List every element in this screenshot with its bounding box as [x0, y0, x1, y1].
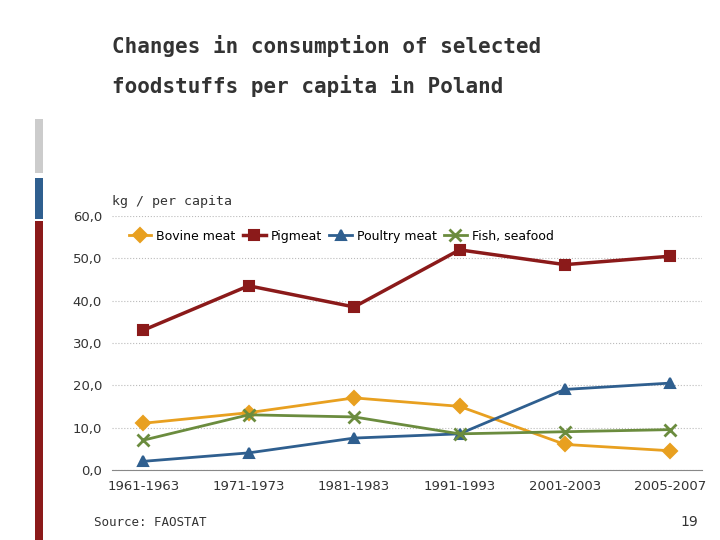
- Text: kg / per capita: kg / per capita: [112, 195, 232, 208]
- Pigmeat: [350, 303, 359, 310]
- Line: Bovine meat: Bovine meat: [138, 393, 675, 456]
- Fish, seafood: [350, 414, 359, 420]
- Line: Fish, seafood: Fish, seafood: [138, 409, 676, 445]
- Bovine meat: [666, 448, 675, 454]
- Pigmeat: [139, 327, 148, 333]
- Bovine meat: [139, 420, 148, 427]
- Pigmeat: [455, 247, 464, 253]
- Fish, seafood: [244, 411, 253, 418]
- Text: Changes in consumption of selected: Changes in consumption of selected: [112, 35, 541, 57]
- Poultry meat: [561, 386, 570, 393]
- Fish, seafood: [561, 429, 570, 435]
- Bovine meat: [350, 395, 359, 401]
- Poultry meat: [139, 458, 148, 464]
- Pigmeat: [561, 261, 570, 268]
- Fish, seafood: [139, 437, 148, 443]
- Fish, seafood: [455, 430, 464, 437]
- Bovine meat: [244, 409, 253, 416]
- Legend: Bovine meat, Pigmeat, Poultry meat, Fish, seafood: Bovine meat, Pigmeat, Poultry meat, Fish…: [124, 225, 559, 248]
- Text: foodstuffs per capita in Poland: foodstuffs per capita in Poland: [112, 75, 503, 97]
- Poultry meat: [455, 430, 464, 437]
- Text: Source: FAOSTAT: Source: FAOSTAT: [94, 516, 206, 529]
- Bovine meat: [561, 441, 570, 448]
- Bovine meat: [455, 403, 464, 409]
- Line: Poultry meat: Poultry meat: [138, 378, 675, 466]
- Pigmeat: [666, 253, 675, 259]
- Fish, seafood: [666, 427, 675, 433]
- Line: Pigmeat: Pigmeat: [138, 245, 675, 335]
- Poultry meat: [244, 450, 253, 456]
- Poultry meat: [350, 435, 359, 441]
- Text: 19: 19: [680, 515, 698, 529]
- Poultry meat: [666, 380, 675, 386]
- Pigmeat: [244, 282, 253, 289]
